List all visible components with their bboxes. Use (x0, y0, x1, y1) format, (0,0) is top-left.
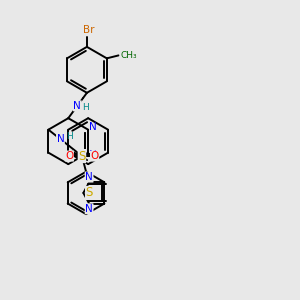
Text: O: O (91, 151, 99, 161)
Text: N: N (57, 134, 64, 144)
Text: N: N (89, 122, 97, 132)
Text: Br: Br (82, 25, 94, 35)
Text: CH₃: CH₃ (120, 51, 137, 60)
Text: S: S (85, 186, 93, 200)
Text: H: H (82, 103, 89, 112)
Text: N: N (85, 172, 93, 182)
Text: N: N (89, 150, 97, 160)
Text: H: H (66, 132, 73, 141)
Text: O: O (65, 151, 74, 161)
Text: N: N (85, 204, 93, 214)
Text: N: N (74, 101, 81, 111)
Text: S: S (78, 150, 85, 163)
